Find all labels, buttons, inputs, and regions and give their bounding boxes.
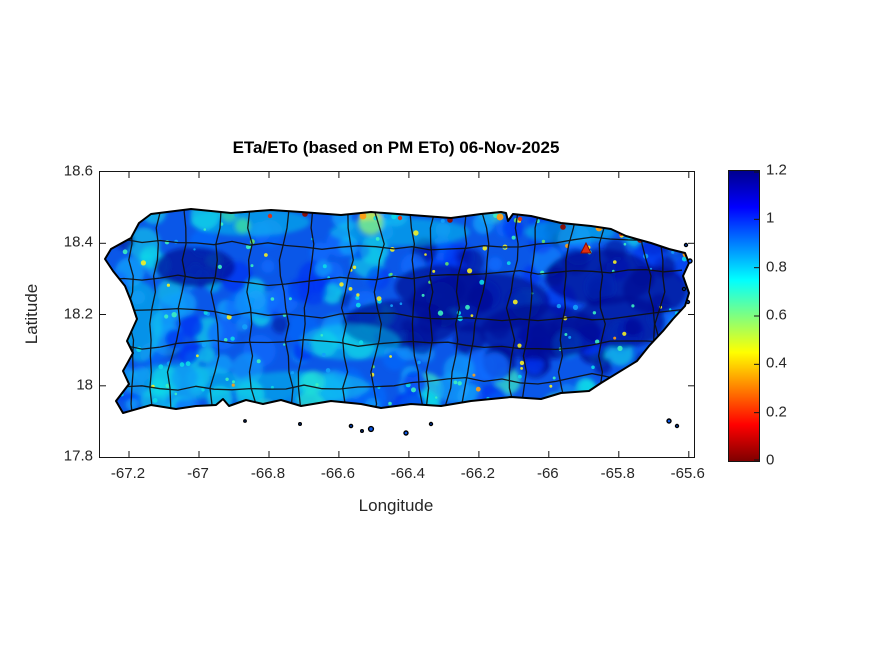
x-tick-label: -66.2 [460, 465, 495, 482]
colorbar [728, 170, 760, 462]
colorbar-ticks [754, 171, 759, 461]
colorbar-tick-label: 0.8 [766, 258, 787, 276]
x-tick-label: -66 [536, 465, 559, 482]
colorbar-tick-label: 0.6 [766, 306, 787, 324]
y-tick-label: 17.8 [63, 447, 93, 465]
y-tick-label: 18.6 [63, 162, 93, 180]
colorbar-tick-label: 1.2 [766, 161, 787, 179]
y-tick-label: 18.2 [63, 305, 93, 322]
colorbar-tick-label: 1 [766, 209, 775, 227]
x-tick-label: -66.6 [320, 465, 356, 482]
colorbar-tick-label: 0 [766, 451, 775, 469]
offshore-islets [243, 242, 693, 436]
colorbar-tick-label: 0.4 [766, 354, 787, 372]
municipality-boundaries [105, 209, 683, 413]
x-tick-label: -65.6 [670, 465, 705, 482]
axis-tick-marks [100, 172, 694, 457]
x-axis-label: Longitude [358, 496, 434, 515]
plot-area [99, 171, 695, 458]
x-tick-label: -66.4 [390, 465, 425, 482]
land-raster [105, 209, 689, 413]
colorbar-tick-label: 0.2 [766, 403, 787, 421]
y-tick-label: 18.4 [63, 233, 93, 251]
x-tick-label: -67 [187, 465, 209, 482]
station-marker [580, 241, 592, 254]
x-tick-label: -65.8 [600, 465, 635, 482]
y-tick-label: 18 [76, 376, 93, 394]
figure-title: ETa/ETo (based on PM ETo) 06-Nov-2025 [232, 138, 560, 157]
puerto-rico-map-svg [100, 172, 694, 457]
coastline [104, 208, 690, 414]
x-tick-label: -66.8 [250, 465, 286, 482]
x-tick-label: -67.2 [110, 465, 146, 482]
